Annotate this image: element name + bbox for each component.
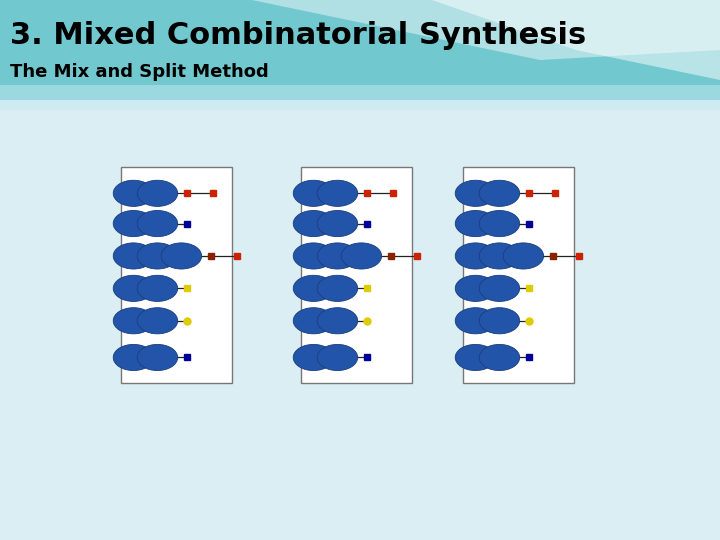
Ellipse shape [480,275,520,301]
Ellipse shape [161,243,202,269]
Ellipse shape [293,345,334,370]
Ellipse shape [293,308,334,334]
Ellipse shape [318,180,358,206]
Ellipse shape [480,243,520,269]
Ellipse shape [455,345,496,370]
Ellipse shape [318,275,358,301]
Ellipse shape [318,211,358,237]
Ellipse shape [138,275,178,301]
Ellipse shape [138,308,178,334]
Ellipse shape [293,275,334,301]
Ellipse shape [138,345,178,370]
Ellipse shape [455,243,496,269]
Ellipse shape [113,345,154,370]
Ellipse shape [113,211,154,237]
Ellipse shape [480,211,520,237]
Ellipse shape [113,243,154,269]
Bar [0,0,720,100]
Ellipse shape [480,345,520,370]
Ellipse shape [138,211,178,237]
Polygon shape [252,0,720,60]
Text: 3. Mixed Combinatorial Synthesis: 3. Mixed Combinatorial Synthesis [10,21,586,50]
Ellipse shape [455,180,496,206]
Ellipse shape [318,345,358,370]
Bar [301,167,412,383]
Ellipse shape [341,243,382,269]
Ellipse shape [318,243,358,269]
Bar [121,167,232,383]
Ellipse shape [480,180,520,206]
Ellipse shape [318,308,358,334]
Ellipse shape [113,308,154,334]
Ellipse shape [293,180,334,206]
Ellipse shape [480,308,520,334]
Ellipse shape [455,211,496,237]
Ellipse shape [113,275,154,301]
Ellipse shape [455,275,496,301]
Polygon shape [432,0,720,80]
Ellipse shape [503,243,544,269]
Ellipse shape [455,308,496,334]
Ellipse shape [113,180,154,206]
Bar [462,167,575,383]
Text: The Mix and Split Method: The Mix and Split Method [10,63,269,81]
Bar [0,85,720,110]
Ellipse shape [293,211,334,237]
Ellipse shape [293,243,334,269]
Ellipse shape [138,243,178,269]
Ellipse shape [138,180,178,206]
